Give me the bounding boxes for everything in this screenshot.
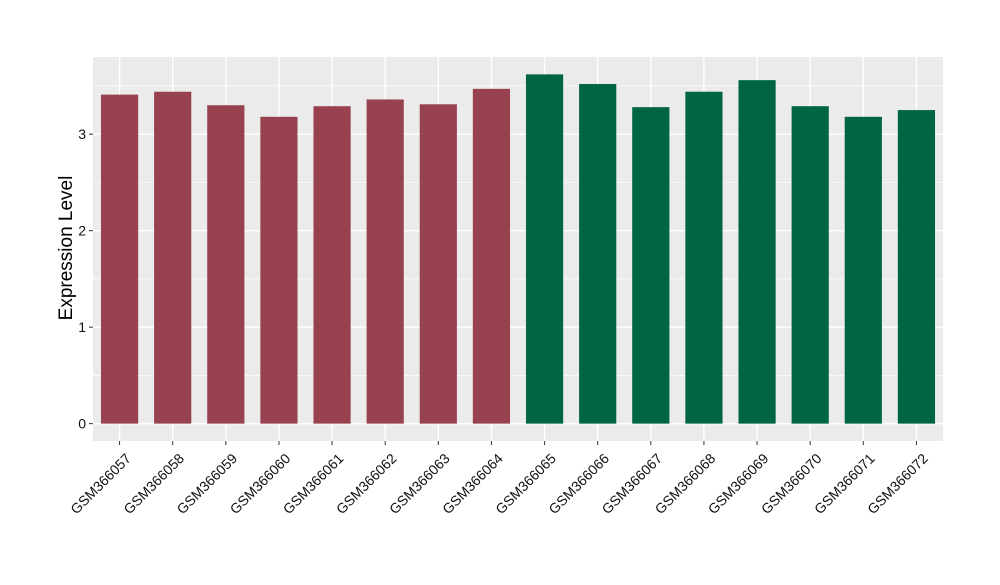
- y-tick-label: 2: [78, 223, 86, 239]
- y-tick-label: 1: [78, 319, 86, 335]
- bars: [100, 74, 936, 424]
- bar-GSM366072: [897, 110, 936, 424]
- bar-GSM366065: [525, 74, 564, 424]
- y-axis: 0 1 2 3: [78, 126, 93, 432]
- y-tick-label: 3: [78, 126, 86, 142]
- bar-GSM366066: [579, 84, 617, 424]
- bar-GSM366071: [844, 116, 882, 424]
- bar-GSM366063: [419, 104, 457, 424]
- bar-GSM366061: [313, 106, 351, 424]
- y-axis-title: Expression Level: [56, 176, 77, 321]
- bar-GSM366064: [472, 88, 511, 424]
- y-tick-label: 0: [78, 416, 86, 432]
- x-axis: GSM366057GSM366058GSM366059GSM366060GSM3…: [67, 441, 931, 517]
- bar-GSM366058: [154, 91, 192, 424]
- bar-GSM366060: [260, 116, 298, 424]
- bar-GSM366057: [100, 94, 139, 424]
- bar-GSM366070: [791, 106, 829, 424]
- bar-GSM366068: [685, 91, 723, 424]
- bar-GSM366059: [207, 105, 245, 424]
- bar-GSM366069: [738, 80, 776, 424]
- bar-GSM366062: [366, 99, 404, 424]
- bar-GSM366067: [632, 107, 670, 424]
